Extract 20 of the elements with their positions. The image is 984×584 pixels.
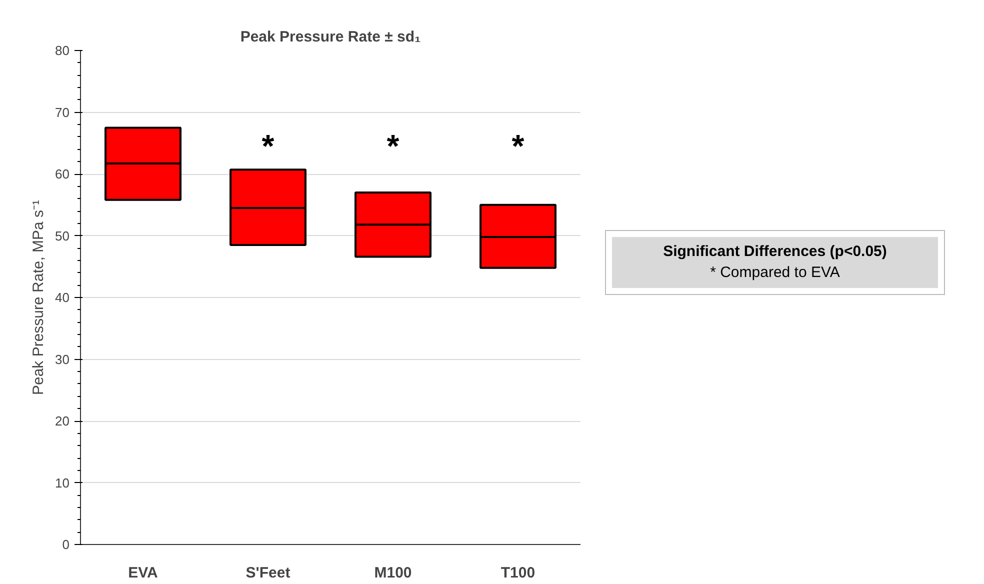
x-tick-label: EVA [128,564,158,582]
y-tick-label: 70 [55,104,70,120]
y-tick-label: 60 [55,166,70,182]
y-tick-label: 40 [55,290,70,305]
y-tick-label: 50 [55,228,70,244]
annotation: * [512,128,525,164]
y-axis-title: Peak Pressure Rate, MPa s⁻¹ [30,200,48,396]
annotation: * [262,128,275,164]
y-tick-label: 30 [55,352,70,367]
text: * Compared to EVA [709,263,841,284]
text: Significant Differences (p<0.05) [662,242,888,262]
y-tick-label: 80 [55,43,70,58]
y-tick-label: 20 [55,414,70,428]
x-tick-label: S'Feet [246,564,290,582]
y-tick-label: 0 [62,537,70,552]
y-tick-label: 10 [55,475,70,490]
x-tick-label: T100 [500,564,536,582]
annotation: * [386,128,400,164]
x-tick-label: M100 [374,564,412,582]
chart-title: Peak Pressure Rate ± sd₁ [240,28,421,46]
